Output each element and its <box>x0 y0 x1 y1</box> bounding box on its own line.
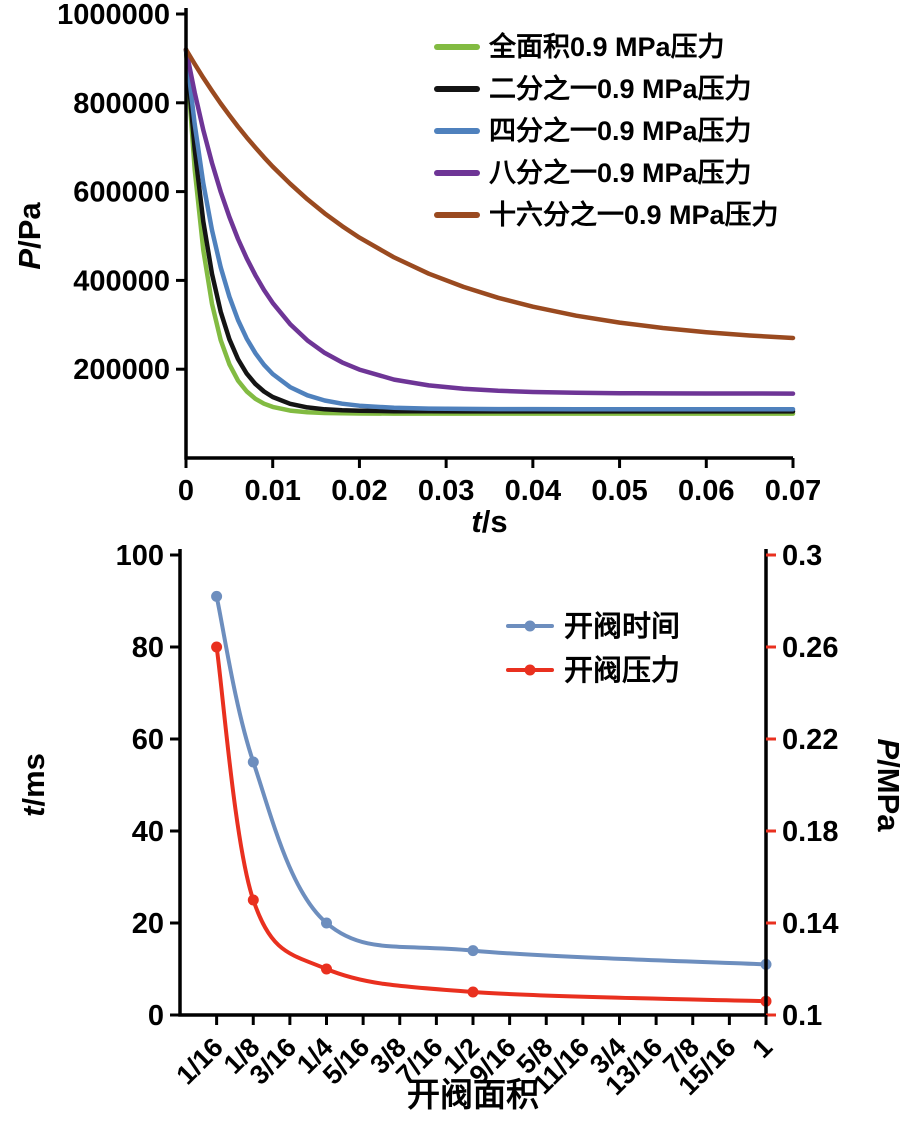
right-y-tick-label: 0.1 <box>782 1000 822 1032</box>
left-y-tick-label: 60 <box>132 724 164 756</box>
series-line-0 <box>214 594 768 967</box>
x-axis-label: 开阀面积 <box>407 1076 539 1113</box>
series-line-0 <box>183 47 796 416</box>
left-y-tick-label: 80 <box>132 632 164 664</box>
legend-label: 开阀时间 <box>564 610 680 643</box>
legend-marker <box>524 620 536 632</box>
series-marker-1 <box>247 894 259 906</box>
x-tick-label: 0 <box>178 475 194 507</box>
legend-label: 全面积0.9 MPa压力 <box>488 31 725 62</box>
y-tick-label: 400000 <box>73 265 170 297</box>
right-y-tick-label: 0.18 <box>782 816 838 848</box>
left-y-tick-label: 100 <box>116 540 164 572</box>
series-marker-0 <box>467 945 479 957</box>
series-marker-0 <box>247 756 259 768</box>
left-y-tick-label: 40 <box>132 816 164 848</box>
legend-label: 八分之一0.9 MPa压力 <box>489 157 752 188</box>
y-axis-label: P/Pa <box>12 202 47 270</box>
right-y-tick-label: 0.22 <box>782 724 838 756</box>
series-marker-0 <box>211 590 223 602</box>
series-line-2 <box>183 47 796 412</box>
x-tick-label: 0.06 <box>678 475 734 507</box>
x-tick-label: 0.02 <box>331 475 387 507</box>
left-y-tick-label: 0 <box>148 1000 164 1032</box>
right-y-axis-label: P/MPa <box>871 738 906 832</box>
legend-label: 二分之一0.9 MPa压力 <box>489 73 752 104</box>
series-marker-1 <box>467 986 479 998</box>
series-line-3 <box>183 47 796 396</box>
legend-label: 开阀压力 <box>564 654 680 687</box>
left-y-axis-label: t/ms <box>16 753 51 817</box>
x-axis-label: t/s <box>471 504 507 539</box>
legend-label: 十六分之一0.9 MPa压力 <box>489 199 779 230</box>
x-tick-label: 0.03 <box>418 475 474 507</box>
y-tick-label: 800000 <box>73 88 170 120</box>
x-tick-label: 0.04 <box>505 475 561 507</box>
y-tick-label: 600000 <box>73 177 170 209</box>
y-tick-label: 1000000 <box>57 0 170 31</box>
valve-open-chart: 0204060801000.10.140.180.220.260.31/161/… <box>16 540 906 1113</box>
series-line-4 <box>183 47 796 341</box>
right-y-tick-label: 0.3 <box>782 540 822 572</box>
right-y-tick-label: 0.26 <box>782 632 838 664</box>
x-tick-label: 0.01 <box>244 475 300 507</box>
pressure-decay-chart: 200000 400000 600000 800000 1000000 0 0.01 0.02… <box>12 0 821 539</box>
series-line-1 <box>214 645 768 1004</box>
series-marker-0 <box>321 917 332 929</box>
x-tick-label: 0.05 <box>591 475 647 507</box>
legend-label: 四分之一0.9 MPa压力 <box>489 115 752 146</box>
x-tick-label: 1 <box>746 1032 778 1064</box>
series-marker-1 <box>321 963 332 975</box>
legend-marker <box>524 664 536 676</box>
x-tick-label: 0.07 <box>765 475 821 507</box>
left-y-tick-label: 20 <box>132 908 164 940</box>
y-tick-label: 200000 <box>73 354 170 386</box>
right-y-tick-label: 0.14 <box>782 908 838 940</box>
series-marker-1 <box>211 641 223 653</box>
